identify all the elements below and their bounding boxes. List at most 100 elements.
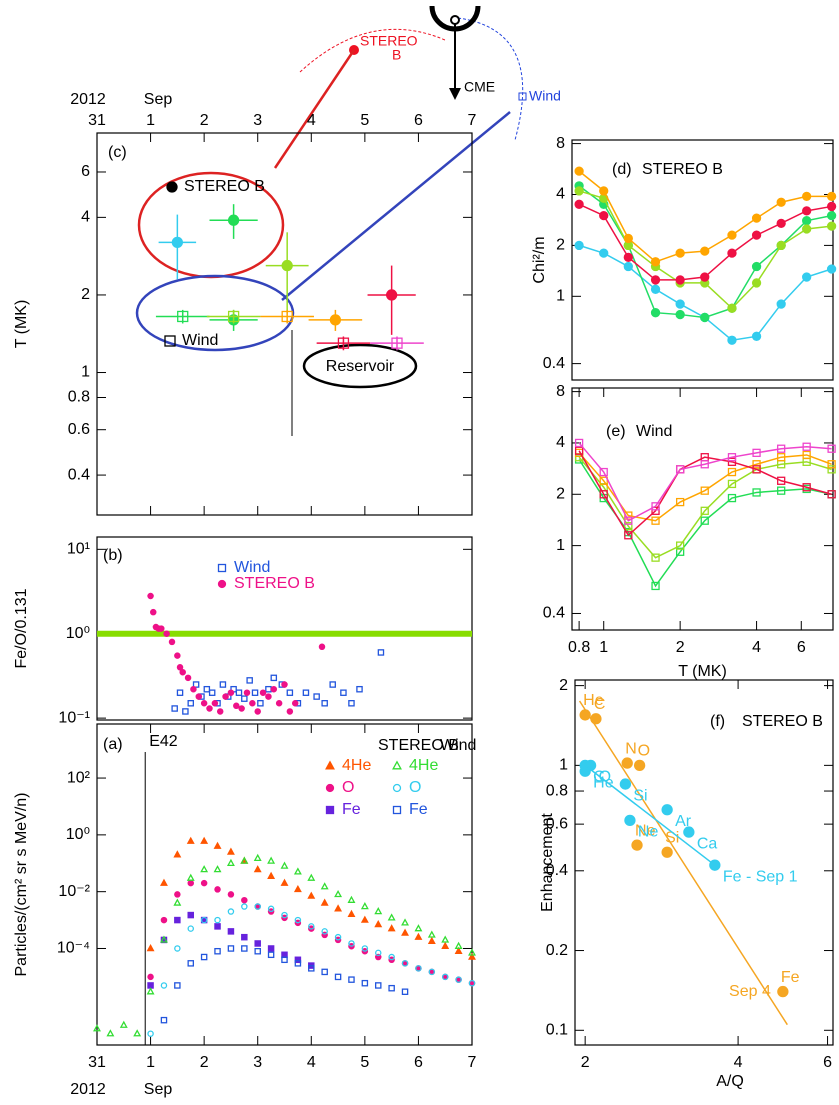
plot-frame <box>96 723 473 1046</box>
marker <box>253 865 262 873</box>
y-tick-label: 0.4 <box>546 862 568 879</box>
legend-label: Fe <box>409 801 428 818</box>
marker <box>401 918 409 926</box>
legend-label: O <box>342 779 354 796</box>
marker <box>624 522 633 531</box>
marker <box>700 460 709 469</box>
marker <box>631 839 643 851</box>
marker <box>146 987 155 995</box>
marker <box>337 337 350 349</box>
marker <box>334 973 342 981</box>
marker <box>307 891 316 899</box>
marker <box>752 465 761 474</box>
marker <box>675 497 685 507</box>
point-label: O <box>599 769 611 786</box>
legend-label: Wind <box>182 332 218 349</box>
marker <box>777 985 789 998</box>
marker <box>599 467 608 477</box>
marker <box>574 199 584 209</box>
x-axis-label: A/Q <box>716 1073 744 1090</box>
point-label: C <box>594 696 606 713</box>
marker <box>293 884 302 893</box>
y-tick-label: 0.1 <box>546 1022 568 1039</box>
marker <box>133 1029 142 1037</box>
marker <box>826 210 837 221</box>
plot-frame <box>574 679 834 1046</box>
marker <box>468 952 476 960</box>
marker <box>294 916 302 924</box>
marker <box>374 949 382 957</box>
y-tick-label: 1 <box>556 288 565 305</box>
plot-frame <box>571 139 834 381</box>
marker <box>777 486 786 495</box>
marker <box>200 916 208 924</box>
point-label: Fe <box>781 969 800 986</box>
y-tick-label: 10² <box>67 769 91 786</box>
marker <box>270 674 278 682</box>
marker <box>146 944 155 952</box>
marker <box>251 689 259 696</box>
marker <box>348 700 355 707</box>
marker <box>243 689 251 696</box>
marker <box>776 197 786 207</box>
marker <box>700 312 710 323</box>
reservoir-ellipse <box>302 343 418 389</box>
marker <box>827 490 836 499</box>
legend-marker <box>392 760 402 770</box>
marker <box>174 916 181 924</box>
marker <box>709 859 721 871</box>
legend-marker <box>325 805 335 815</box>
y-tick-label: 10⁰ <box>66 826 90 843</box>
y-tick-label: 2 <box>81 286 90 303</box>
y-tick-label: 0.4 <box>543 355 565 372</box>
marker <box>267 905 275 913</box>
marker <box>294 960 302 967</box>
marker <box>176 689 184 696</box>
marker <box>233 702 240 710</box>
y-axis-label: Particles/(cm² sr s MeV/n) <box>13 792 30 976</box>
marker <box>226 858 235 866</box>
y-tick-label: 0.8 <box>546 782 568 799</box>
stereo-label: B <box>392 47 401 63</box>
marker <box>574 438 584 448</box>
marker <box>650 284 661 294</box>
marker <box>633 759 646 772</box>
marker <box>619 778 632 790</box>
marker <box>334 933 342 941</box>
marker <box>776 299 786 309</box>
marker <box>468 979 476 987</box>
point-label: Si <box>665 829 679 846</box>
y-tick-label: 2 <box>559 677 568 694</box>
legend-label: Wind <box>234 559 270 576</box>
x-tick-label: 4 <box>752 639 761 656</box>
y-tick-label: 6 <box>81 163 90 180</box>
marker <box>241 896 248 904</box>
x-tick-label: 0.8 <box>568 639 590 656</box>
marker <box>240 856 249 864</box>
marker <box>173 850 182 858</box>
marker <box>385 289 398 301</box>
marker <box>751 261 762 272</box>
marker <box>280 861 289 869</box>
marker <box>227 928 235 935</box>
x-tick-label: 1 <box>146 112 155 129</box>
marker <box>308 923 315 930</box>
marker <box>254 940 261 947</box>
x-tick-label: 31 <box>88 112 106 129</box>
marker <box>227 945 235 952</box>
marker <box>651 516 660 525</box>
marker <box>267 951 275 959</box>
marker <box>241 903 248 910</box>
marker <box>752 448 761 457</box>
event-label: E42 <box>149 733 178 750</box>
marker <box>187 700 194 707</box>
wind-position <box>518 92 527 101</box>
y-tick-label: 0.2 <box>546 942 568 959</box>
marker <box>675 547 685 556</box>
x-tick-label: 6 <box>414 1054 423 1071</box>
x-tick-label: 7 <box>468 112 477 129</box>
y-tick-label: 4 <box>556 434 565 451</box>
marker <box>294 956 302 964</box>
marker <box>249 700 256 707</box>
